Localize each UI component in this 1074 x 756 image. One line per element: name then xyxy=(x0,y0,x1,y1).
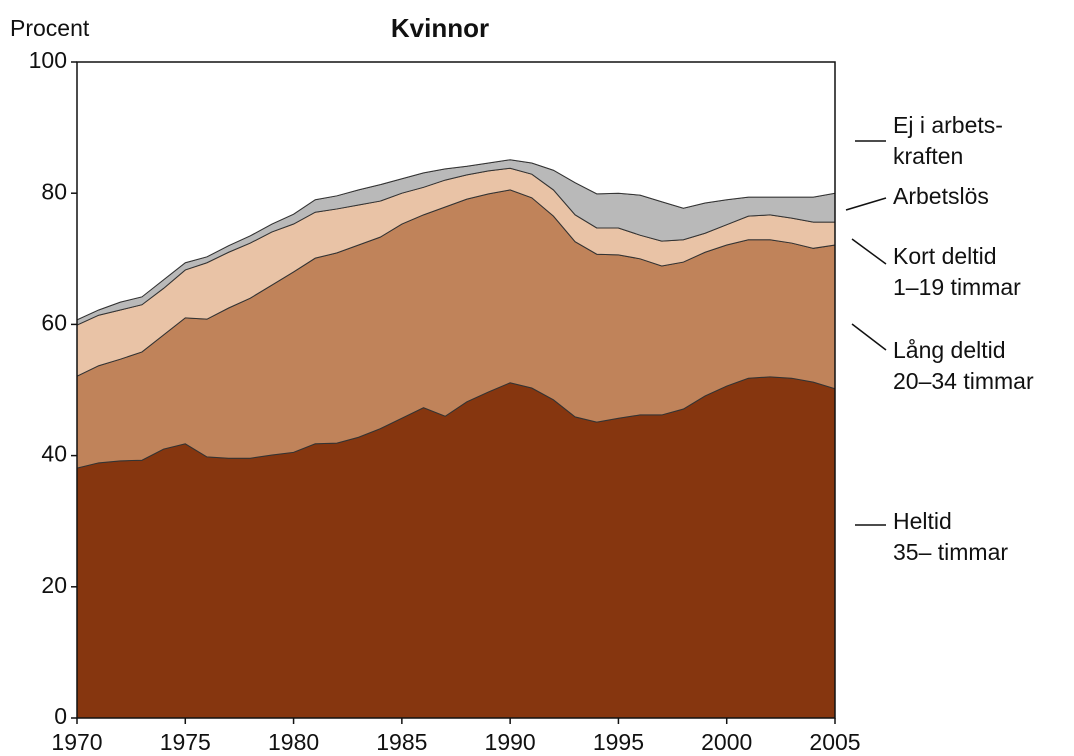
y-tick-label: 40 xyxy=(41,441,67,467)
y-tick-label: 80 xyxy=(41,178,67,204)
y-axis-label: Procent xyxy=(10,15,90,41)
legend-leader xyxy=(851,238,887,265)
legend-label: Ej i arbets-kraften xyxy=(893,112,1003,169)
legend-label: Arbetslös xyxy=(893,183,989,209)
chart-title: Kvinnor xyxy=(391,13,489,43)
x-tick-label: 1975 xyxy=(160,729,211,755)
y-tick-label: 60 xyxy=(41,309,67,335)
legend-leader xyxy=(845,197,887,211)
x-tick-label: 1970 xyxy=(51,729,102,755)
y-tick-label: 20 xyxy=(41,572,67,598)
legend-leader xyxy=(851,323,887,351)
y-tick-label: 0 xyxy=(54,703,67,729)
x-tick-label: 2000 xyxy=(701,729,752,755)
legend-label: Lång deltid 20–34 timmar xyxy=(893,337,1034,394)
x-tick-label: 1985 xyxy=(376,729,427,755)
y-tick-label: 100 xyxy=(29,47,67,73)
x-tick-label: 1995 xyxy=(593,729,644,755)
x-tick-label: 1980 xyxy=(268,729,319,755)
legend-label: Kort deltid 1–19 timmar xyxy=(893,243,1021,300)
x-tick-label: 2005 xyxy=(809,729,860,755)
x-tick-label: 1990 xyxy=(485,729,536,755)
plot-frame xyxy=(76,61,836,719)
legend-label: Heltid 35– timmar xyxy=(893,508,1008,565)
